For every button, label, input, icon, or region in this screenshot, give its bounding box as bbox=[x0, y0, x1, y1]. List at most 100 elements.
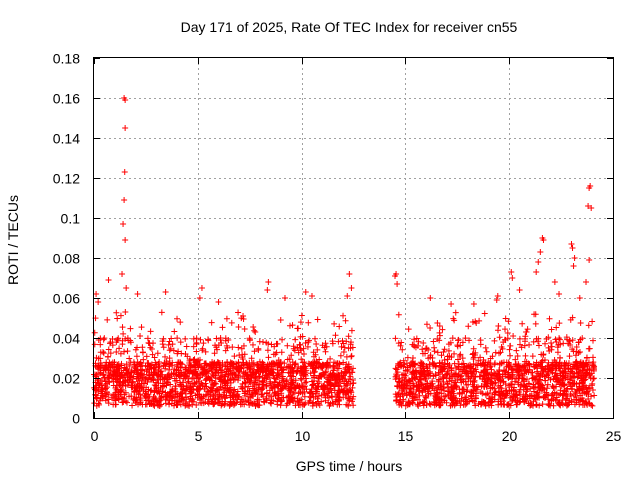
data-point bbox=[262, 372, 269, 379]
data-point bbox=[91, 341, 98, 348]
data-point bbox=[569, 337, 576, 344]
data-point bbox=[471, 383, 478, 390]
data-point bbox=[299, 359, 306, 366]
data-point bbox=[551, 356, 558, 363]
data-point bbox=[221, 394, 228, 401]
data-point bbox=[421, 398, 428, 405]
data-point bbox=[197, 383, 204, 390]
data-point bbox=[556, 291, 563, 297]
data-point bbox=[222, 337, 229, 344]
data-point bbox=[159, 388, 166, 395]
data-point bbox=[590, 337, 597, 344]
data-point bbox=[160, 335, 167, 342]
data-point bbox=[520, 378, 527, 385]
data-point bbox=[114, 386, 121, 393]
data-point bbox=[482, 344, 489, 351]
data-point bbox=[419, 350, 426, 357]
data-point bbox=[585, 203, 592, 209]
y-tick-label: 0.16 bbox=[53, 91, 80, 107]
data-point bbox=[587, 183, 594, 189]
data-point bbox=[506, 362, 513, 369]
data-point bbox=[588, 393, 595, 400]
data-point bbox=[121, 364, 128, 371]
data-point bbox=[564, 385, 571, 392]
data-point bbox=[288, 352, 295, 359]
data-point bbox=[166, 363, 173, 370]
data-point bbox=[559, 375, 566, 382]
data-point bbox=[336, 361, 343, 368]
data-point bbox=[449, 372, 456, 379]
data-point bbox=[327, 400, 334, 407]
data-point bbox=[399, 346, 406, 353]
data-point bbox=[280, 366, 287, 373]
data-point bbox=[308, 293, 315, 299]
data-point bbox=[237, 398, 244, 405]
data-point bbox=[332, 332, 339, 339]
data-point bbox=[116, 345, 123, 352]
data-point bbox=[481, 310, 488, 317]
data-point bbox=[105, 277, 112, 283]
x-axis-label: GPS time / hours bbox=[296, 458, 403, 474]
data-point bbox=[282, 384, 289, 391]
data-point bbox=[572, 352, 579, 359]
data-point bbox=[585, 322, 592, 329]
data-point bbox=[122, 125, 129, 131]
data-point bbox=[273, 349, 280, 356]
data-point bbox=[256, 396, 263, 403]
data-point bbox=[131, 388, 138, 395]
data-point bbox=[494, 327, 501, 334]
data-point bbox=[193, 372, 200, 379]
data-point bbox=[463, 400, 470, 407]
data-point bbox=[519, 396, 526, 403]
data-point bbox=[551, 279, 558, 285]
data-point bbox=[340, 349, 347, 356]
data-point bbox=[216, 375, 223, 382]
data-point bbox=[575, 339, 582, 346]
data-point bbox=[240, 313, 247, 320]
data-point bbox=[475, 357, 482, 364]
data-point bbox=[523, 376, 530, 383]
data-point bbox=[216, 395, 223, 401]
data-point bbox=[564, 376, 571, 383]
data-point bbox=[324, 385, 331, 392]
data-point bbox=[540, 237, 547, 243]
data-point bbox=[110, 401, 117, 408]
data-point bbox=[572, 359, 579, 366]
data-point bbox=[331, 320, 338, 327]
data-point bbox=[531, 395, 538, 402]
data-point bbox=[322, 397, 329, 404]
data-point bbox=[444, 360, 451, 367]
data-point bbox=[315, 393, 322, 400]
data-point bbox=[418, 360, 425, 367]
data-point bbox=[454, 343, 461, 350]
data-point bbox=[540, 366, 547, 373]
data-point bbox=[208, 367, 215, 374]
data-point bbox=[580, 377, 587, 384]
data-point bbox=[305, 337, 312, 344]
data-point bbox=[448, 354, 455, 361]
data-point bbox=[457, 366, 464, 373]
data-point bbox=[409, 395, 416, 402]
y-tick-label: 0.06 bbox=[53, 291, 80, 307]
data-point bbox=[415, 338, 422, 345]
data-point bbox=[560, 340, 567, 347]
data-point bbox=[422, 394, 429, 401]
data-point bbox=[513, 347, 520, 354]
data-point bbox=[213, 369, 220, 376]
data-point bbox=[148, 400, 155, 407]
data-point bbox=[157, 384, 164, 391]
data-point bbox=[316, 378, 323, 385]
data-point bbox=[239, 380, 246, 387]
data-point bbox=[122, 335, 129, 342]
data-point bbox=[557, 363, 564, 370]
data-point bbox=[491, 337, 498, 344]
data-point bbox=[119, 271, 126, 277]
data-point bbox=[208, 373, 215, 380]
data-point bbox=[509, 381, 516, 388]
data-point bbox=[341, 344, 348, 351]
data-point bbox=[172, 377, 179, 384]
data-point bbox=[160, 362, 167, 369]
data-point bbox=[150, 340, 157, 347]
data-point bbox=[492, 388, 499, 395]
data-point bbox=[514, 352, 521, 359]
